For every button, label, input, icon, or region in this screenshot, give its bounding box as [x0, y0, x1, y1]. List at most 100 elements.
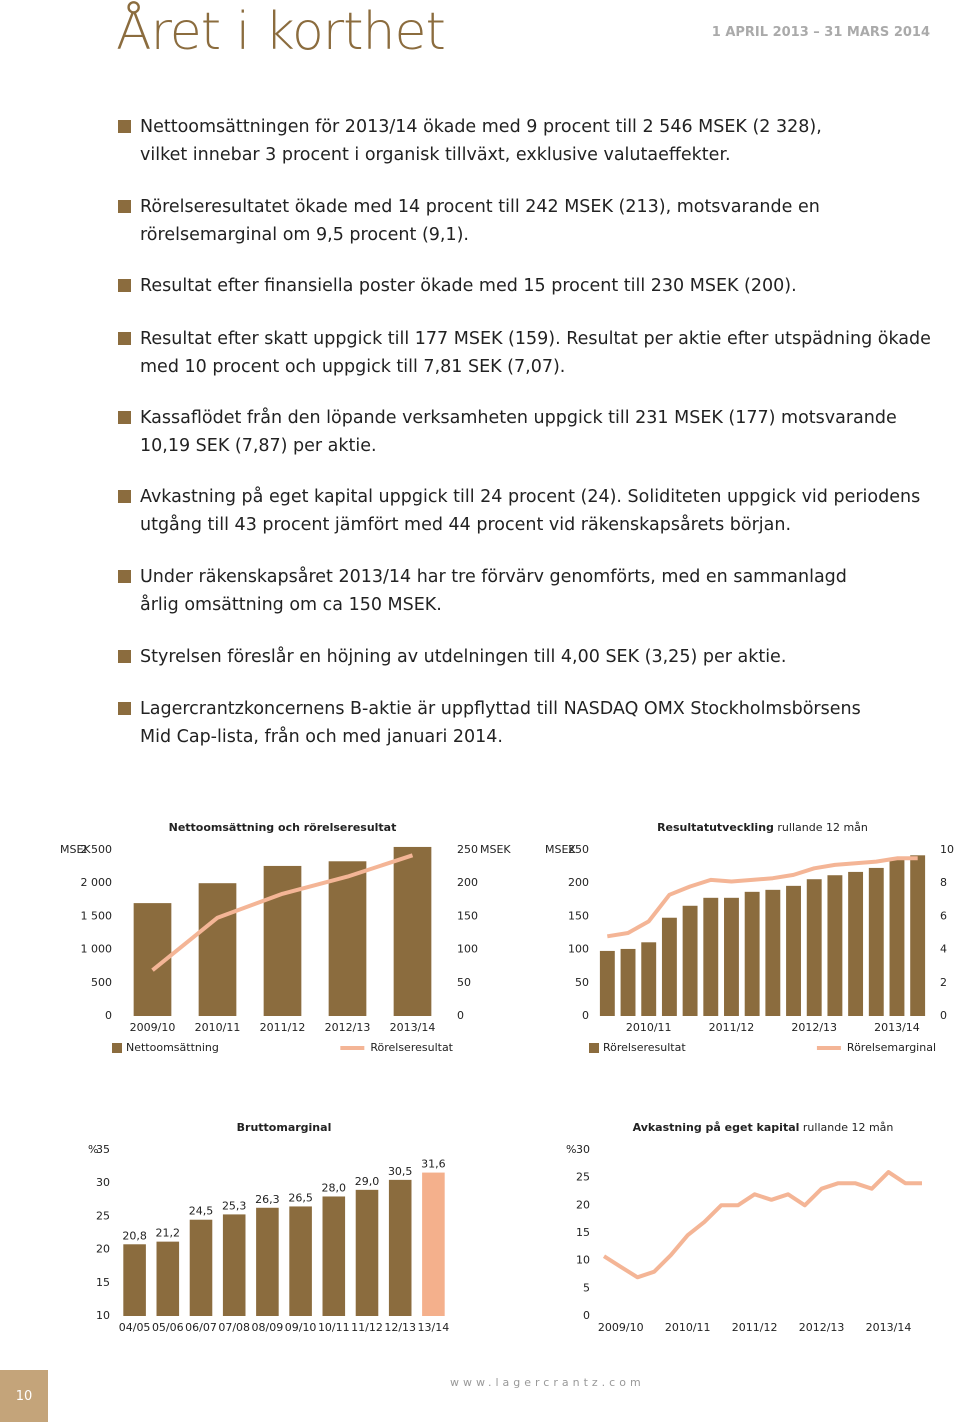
x-tick-label: 2012/13: [325, 1021, 371, 1034]
legend-label: Rörelseresultat: [370, 1041, 453, 1054]
y-unit: MSEK: [545, 843, 576, 856]
bar: [806, 879, 822, 1016]
y-tick-label: 250: [568, 843, 589, 856]
page-number: 10: [0, 1370, 48, 1422]
legend-label: Nettoomsättning: [126, 1041, 219, 1054]
x-tick-label: 11/12: [351, 1321, 383, 1334]
y2-tick-label: 250: [457, 843, 478, 856]
bar: [786, 885, 801, 1016]
y-tick-label: 30: [96, 1176, 110, 1189]
x-tick-label: 12/13: [384, 1321, 416, 1334]
bar: [827, 875, 843, 1016]
y-unit: %: [88, 1143, 98, 1156]
period: 1 APRIL 2013 – 31 MARS 2014: [711, 25, 930, 40]
y-tick-label: 20: [576, 1198, 590, 1211]
bar: [765, 889, 781, 1016]
bullet-text: Resultat efter skatt uppgick till 177 MS…: [140, 329, 931, 349]
bar: [355, 1189, 379, 1316]
y-tick-label: 35: [96, 1143, 110, 1156]
y-tick-label: 20: [96, 1243, 110, 1256]
bullet-item: Nettoomsättningen för 2013/14 ökade med …: [118, 113, 938, 169]
y-tick-label: 500: [91, 976, 112, 989]
y2-tick-label: 50: [457, 976, 471, 989]
y-tick-label: 1 500: [81, 909, 113, 922]
chart-title-main: Resultatutveckling: [657, 821, 774, 834]
x-tick-label: 07/08: [218, 1321, 250, 1334]
chart-title-main: Bruttomarginal: [237, 1121, 332, 1134]
bullet-text: Styrelsen föreslår en höjning av utdelni…: [140, 647, 787, 667]
y-unit: %: [566, 1143, 576, 1156]
chart-title: Bruttomarginal: [237, 1121, 332, 1134]
x-tick-label: 2011/12: [709, 1021, 755, 1034]
x-tick-label: 06/07: [185, 1321, 217, 1334]
bullet-text: med 10 procent och uppgick till 7,81 SEK…: [140, 357, 566, 377]
bullet-text: Under räkenskapsåret 2013/14 har tre för…: [140, 567, 847, 587]
value-label: 31,6: [421, 1158, 446, 1171]
y2-tick-label: 100: [457, 943, 478, 956]
bullet-marker: [118, 570, 131, 583]
bullet-marker: [118, 411, 131, 424]
bar: [724, 897, 739, 1016]
bar: [889, 859, 905, 1016]
bar: [393, 846, 432, 1016]
bullet-item: Lagercrantzkoncernens B-aktie är uppflyt…: [118, 695, 938, 751]
bar: [256, 1207, 279, 1316]
bullet-marker: [118, 120, 131, 133]
bullet-item: Resultat efter skatt uppgick till 177 MS…: [118, 325, 938, 381]
y-tick-label: 200: [568, 876, 589, 889]
bullet-marker: [118, 702, 131, 715]
x-tick-label: 09/10: [285, 1321, 317, 1334]
chart-subtitle: rullande 12 mån: [777, 821, 868, 834]
bar: [599, 950, 615, 1016]
bar: [222, 1214, 246, 1316]
chart-title-main: Avkastning på eget kapital: [633, 1121, 800, 1134]
y-tick-label: 150: [568, 909, 589, 922]
y-unit: MSEK: [60, 843, 91, 856]
bullet-item: Styrelsen föreslår en höjning av utdelni…: [118, 643, 938, 671]
bullet-marker: [118, 332, 131, 345]
bullet-text: Mid Cap-lista, från och med januari 2014…: [140, 727, 503, 747]
website: www.lagercrantz.com: [450, 1376, 645, 1389]
bar: [198, 883, 237, 1016]
y-tick-label: 10: [576, 1254, 590, 1267]
value-label: 25,3: [222, 1199, 247, 1212]
line: [606, 856, 918, 939]
y-tick-label: 25: [96, 1209, 110, 1222]
chart-title: Nettoomsättning och rörelseresultat: [169, 821, 397, 834]
y2-tick-label: 200: [457, 876, 478, 889]
bullet-text: 10,19 SEK (7,87) per aktie.: [140, 436, 377, 456]
chart-subtitle: rullande 12 mån: [803, 1121, 894, 1134]
bullet-text: vilket innebar 3 procent i organisk till…: [140, 145, 731, 165]
bullet-text: Avkastning på eget kapital uppgick till …: [140, 487, 921, 507]
bar: [289, 1206, 312, 1316]
y-tick-label: 0: [105, 1009, 112, 1022]
bullet-marker: [118, 279, 131, 292]
bar: [703, 897, 719, 1016]
legend-label: Rörelseresultat: [603, 1041, 686, 1054]
y-tick-label: 2 500: [81, 843, 113, 856]
y2-unit: MSEK: [480, 843, 511, 856]
x-tick-label: 2012/13: [791, 1021, 837, 1034]
y-tick-label: 100: [568, 943, 589, 956]
chart-title: Resultatutveckling rullande 12 mån: [657, 821, 868, 834]
x-tick-label: 2011/12: [732, 1321, 778, 1334]
value-label: 29,0: [355, 1175, 380, 1188]
bullet-text: Nettoomsättningen för 2013/14 ökade med …: [140, 117, 822, 137]
bullet-item: Kassaflödet från den löpande verksamhete…: [118, 404, 938, 460]
bar: [156, 1241, 180, 1316]
x-tick-label: 13/14: [418, 1321, 450, 1334]
value-label: 30,5: [388, 1165, 413, 1178]
y2-tick-label: 0: [457, 1009, 464, 1022]
bullet-item: Resultat efter finansiella poster ökade …: [118, 272, 938, 300]
y2-tick-label: 6: [940, 909, 947, 922]
bar: [682, 905, 698, 1016]
page-title: Året i korthet: [116, 2, 446, 62]
y-tick-label: 0: [582, 1009, 589, 1022]
bullet-item: Under räkenskapsåret 2013/14 har tre för…: [118, 563, 938, 619]
x-tick-label: 10/11: [318, 1321, 350, 1334]
y2-tick-label: 8: [940, 876, 947, 889]
y-tick-label: 1 000: [81, 943, 113, 956]
y-tick-label: 30: [576, 1143, 590, 1156]
bullet-text: rörelsemarginal om 9,5 procent (9,1).: [140, 225, 469, 245]
